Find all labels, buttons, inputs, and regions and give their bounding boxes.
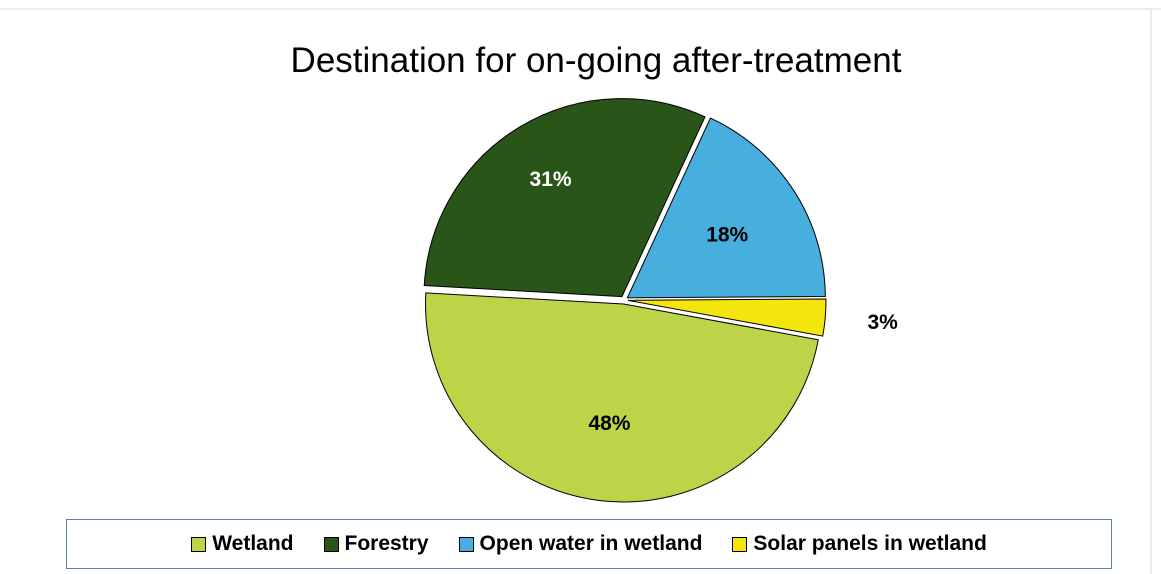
legend-item-forestry: Forestry	[323, 532, 429, 556]
data-label: 48%	[588, 412, 630, 435]
data-label: 3%	[868, 311, 899, 334]
slice-solar-panels	[627, 298, 827, 337]
legend-swatch	[732, 536, 748, 552]
data-label: 18%	[706, 223, 748, 246]
legend-swatch	[191, 536, 207, 552]
data-label: 31%	[530, 168, 572, 191]
slice-forestry	[423, 98, 706, 298]
slice-wetland	[425, 292, 819, 503]
legend-swatch	[323, 536, 339, 552]
legend-item-open-water: Open water in wetland	[458, 532, 703, 556]
legend-swatch	[458, 536, 474, 552]
legend-label: Solar panels in wetland	[753, 532, 987, 555]
slice-open-water	[626, 117, 826, 299]
legend-item-wetland: Wetland	[191, 532, 294, 556]
legend: Wetland Forestry Open water in wetland S…	[66, 519, 1112, 569]
legend-label: Forestry	[344, 532, 429, 555]
legend-item-solar-panels: Solar panels in wetland	[732, 532, 987, 556]
chart-title: Destination for on-going after-treatment	[291, 41, 902, 80]
legend-label: Wetland	[212, 532, 294, 555]
legend-label: Open water in wetland	[479, 532, 703, 555]
